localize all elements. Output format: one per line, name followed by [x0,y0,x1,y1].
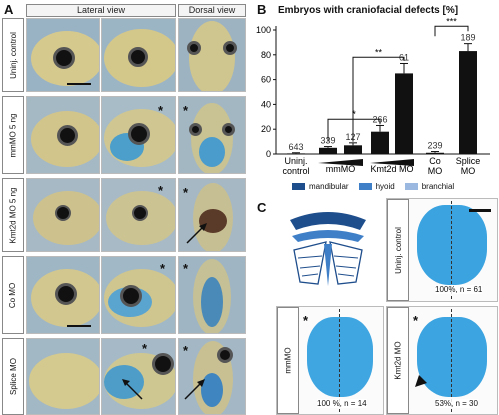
legend-branchial: branchial [404,182,454,191]
embryo-image-como-dorsal: * [178,256,246,334]
row-label-kmt2d: Kmt2d MO 5 ng [2,178,24,252]
embryo-image-splice-dorsal: * [178,338,246,415]
embryo-image-uninj-lateral-1 [26,18,100,92]
caption-mmmo: 100 %, n = 14 [317,399,367,408]
asterisk-como-lateral: * [160,261,166,276]
embryo-image-mmmo-lateral-1 [26,96,100,174]
y-tick-label: 60 [261,75,271,85]
arrow-splice-dorsal [184,379,205,400]
asterisk-mmmo-lateral: * [158,103,164,118]
embryo-image-como-lateral-1 [26,256,100,334]
panel-b-letter: B [257,2,267,17]
embryo-image-kmt2d-lateral-1 [26,178,100,252]
bar [426,152,444,154]
embryo-image-uninj-dorsal [178,18,246,92]
x-group-label-line2: MO [428,166,443,176]
arrow-splice-lateral [122,379,143,400]
y-tick-label: 40 [261,99,271,109]
asterisk-como-dorsal: * [183,261,189,276]
row-label-mmmo: mmMO 5 ng [2,96,24,174]
sig-bracket-como-splice [434,25,469,37]
asterisk-kmt2d-cartilage: * [413,313,419,328]
bar [395,73,413,154]
cartilage-image-mmmo: mmMO * 100 %, n = 14 [276,306,384,415]
row-label-uninj: Uninj. control [2,18,24,92]
embryo-image-splice-lateral-2: * [101,338,176,415]
legend-swatch-branchial [404,183,418,190]
cartilage-legend: mandibular hyoid branchial [292,182,454,191]
arrow-kmt2d-dorsal [186,223,207,244]
bar [371,131,389,154]
embryo-image-uninj-lateral-2 [101,18,176,92]
x-group-label-line2: MO [461,166,476,176]
dorsal-view-header: Dorsal view [178,4,246,17]
sig-label: * [352,109,356,120]
cartilage-label-uninj: Uninj. control [387,199,409,301]
chart-title: Embryos with craniofacial defects [%] [278,5,459,16]
cartilage-label-mmmo: mmMO [277,307,299,414]
row-label-splice: Splice MO [2,338,24,415]
bar [319,147,337,154]
x-group-label: Uninj. [284,156,307,166]
caption-uninj: 100%, n = 61 [435,285,483,294]
panel-c-letter: C [257,200,267,215]
x-group-label: Splice [456,156,481,166]
embryo-image-kmt2d-dorsal: * [178,178,246,252]
x-group-label: Co [429,156,441,166]
y-tick-label: 80 [261,50,271,60]
embryo-image-mmmo-dorsal: * [178,96,246,174]
row-label-comO: Co MO [2,256,24,334]
x-group-label: Kmt2d MO [370,164,413,174]
y-tick-label: 20 [261,124,271,134]
asterisk-kmt2d-lateral: * [158,183,164,198]
sig-bracket-mmmo-kmt2d [327,118,381,142]
legend-hyoid: hyoid [358,182,395,191]
caption-kmt2d: 53%, n = 30 [435,399,478,408]
y-tick-label: 0 [266,149,271,159]
x-group-label-line2: control [282,166,309,176]
embryo-image-como-lateral-2: * [101,256,176,334]
dose-wedge-kmt2d [370,159,414,166]
panel-a-letter: A [4,2,14,17]
lateral-view-header: Lateral view [26,4,176,17]
n-label: 239 [427,141,442,151]
n-label: 189 [460,33,475,43]
embryo-image-splice-lateral-1 [26,338,100,415]
asterisk-splice-lateral: * [142,341,148,356]
n-label: 643 [288,142,303,152]
legend-mandibular: mandibular [292,182,349,191]
asterisk-splice-dorsal: * [183,343,189,358]
bar [287,153,305,154]
embryo-image-mmmo-lateral-2: * [101,96,176,174]
cartilage-image-kmt2d: Kmt2d MO * 53%, n = 30 [386,306,498,415]
dose-wedge-mmmo [318,159,363,166]
legend-swatch-mandibular [292,183,305,190]
sig-label: *** [446,16,457,26]
legend-swatch-hyoid [358,183,372,190]
asterisk-mmmo-dorsal: * [183,103,189,118]
cartilage-schematic [290,212,366,286]
y-tick-label: 100 [256,25,271,35]
x-group-label: mmMO [326,164,356,174]
sig-bracket-mmmo-kmt2d-high [352,56,405,142]
bar [459,51,477,154]
asterisk-mmmo-cartilage: * [303,313,309,328]
cartilage-image-uninj: Uninj. control 100%, n = 61 [386,198,498,302]
bar [344,145,362,154]
embryo-image-kmt2d-lateral-2: * [101,178,176,252]
arrowhead-kmt2d-cartilage [415,375,427,387]
sig-label: ** [375,47,383,57]
asterisk-kmt2d-dorsal: * [183,185,189,200]
cartilage-label-kmt2d: Kmt2d MO [387,307,409,414]
